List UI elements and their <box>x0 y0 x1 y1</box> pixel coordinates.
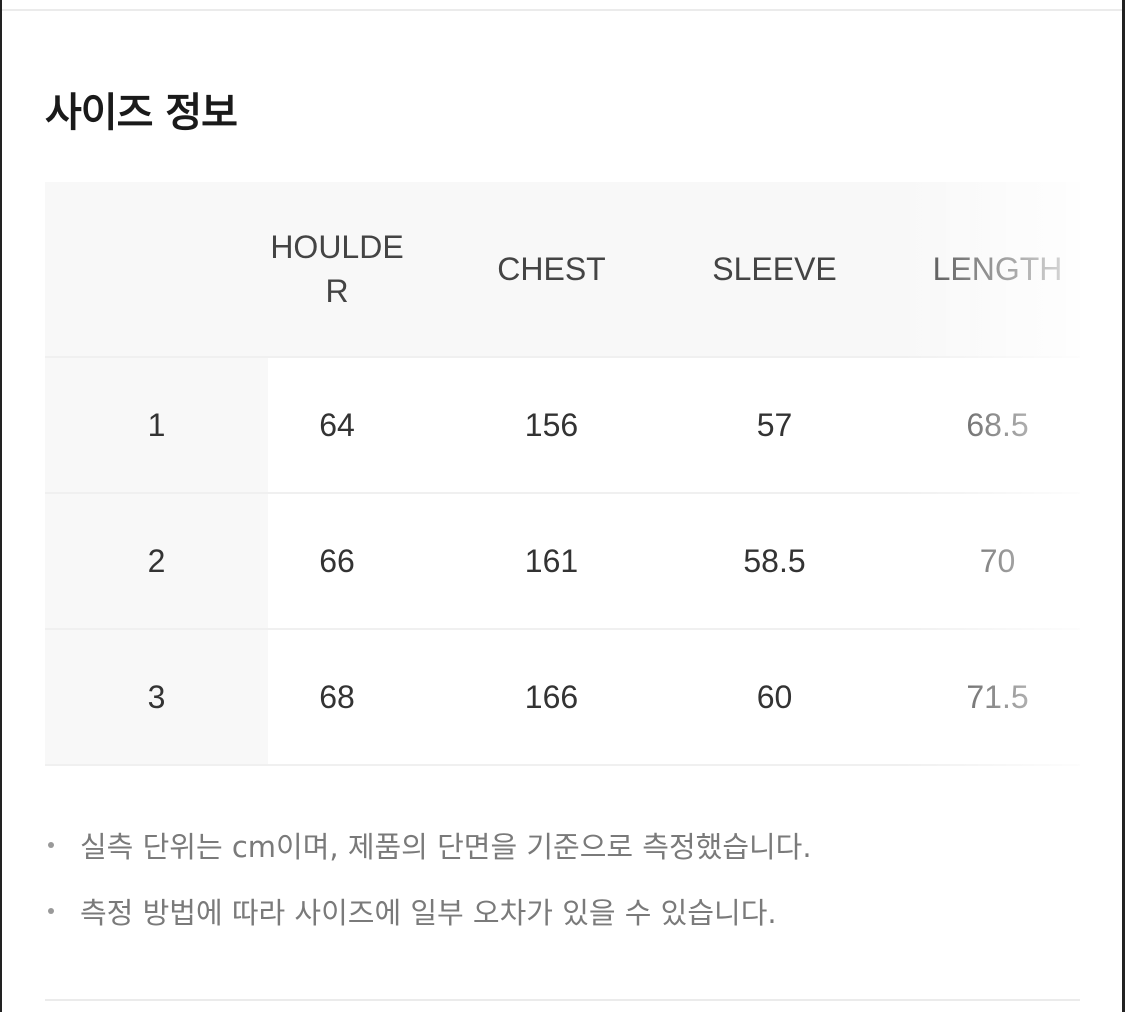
sleeve-cell: 60 <box>756 678 793 715</box>
bullet-icon <box>48 908 54 914</box>
header-label: HOULDER <box>270 229 404 309</box>
divider <box>45 999 1080 1001</box>
header-cell-sleeve: SLEEVE <box>712 250 837 287</box>
size-cell: 2 <box>45 494 268 628</box>
note-text: 실측 단위는 cm이며, 제품의 단면을 기준으로 측정했습니다. <box>80 830 812 864</box>
size-cell: 1 <box>45 358 268 492</box>
header-cell-shoulder: HOULDER <box>268 182 440 356</box>
chest-cell: 161 <box>524 542 579 579</box>
note-item: 실측 단위는 cm이며, 제품의 단면을 기준으로 측정했습니다. <box>45 812 812 878</box>
length-cell: 68.5 <box>966 406 1029 443</box>
shoulder-cell: 64 <box>319 406 355 443</box>
window-left-border <box>0 0 2 1012</box>
bullet-icon <box>48 842 54 848</box>
shoulder-cell: 66 <box>319 542 355 579</box>
size-table[interactable]: HOULDER CHEST SLEEVE LENGTH 1 64 156 57 … <box>45 182 1080 766</box>
sleeve-cell: 58.5 <box>743 542 806 579</box>
length-cell: 71.5 <box>966 678 1029 715</box>
note-item: 측정 방법에 따라 사이즈에 일부 오차가 있을 수 있습니다. <box>45 878 812 944</box>
header-cell-length: LENGTH <box>932 250 1063 287</box>
divider <box>2 9 1122 11</box>
table-row: 2 66 161 58.5 70 <box>45 494 1080 630</box>
shoulder-cell: 68 <box>319 678 355 715</box>
header-cell-size <box>45 182 268 356</box>
note-text: 측정 방법에 따라 사이즈에 일부 오차가 있을 수 있습니다. <box>80 896 777 930</box>
table-header-row: HOULDER CHEST SLEEVE LENGTH <box>45 182 1080 358</box>
table-row: 1 64 156 57 68.5 <box>45 358 1080 494</box>
window-right-border <box>1122 0 1125 1012</box>
size-notes: 실측 단위는 cm이며, 제품의 단면을 기준으로 측정했습니다. 측정 방법에… <box>45 812 812 944</box>
chest-cell: 166 <box>524 678 579 715</box>
table-row: 3 68 166 60 71.5 <box>45 630 1080 766</box>
header-cell-chest: CHEST <box>497 250 606 287</box>
chest-cell: 156 <box>524 406 579 443</box>
page-title: 사이즈 정보 <box>45 90 238 136</box>
size-cell: 3 <box>45 630 268 764</box>
sleeve-cell: 57 <box>756 406 793 443</box>
length-cell: 70 <box>979 542 1016 579</box>
